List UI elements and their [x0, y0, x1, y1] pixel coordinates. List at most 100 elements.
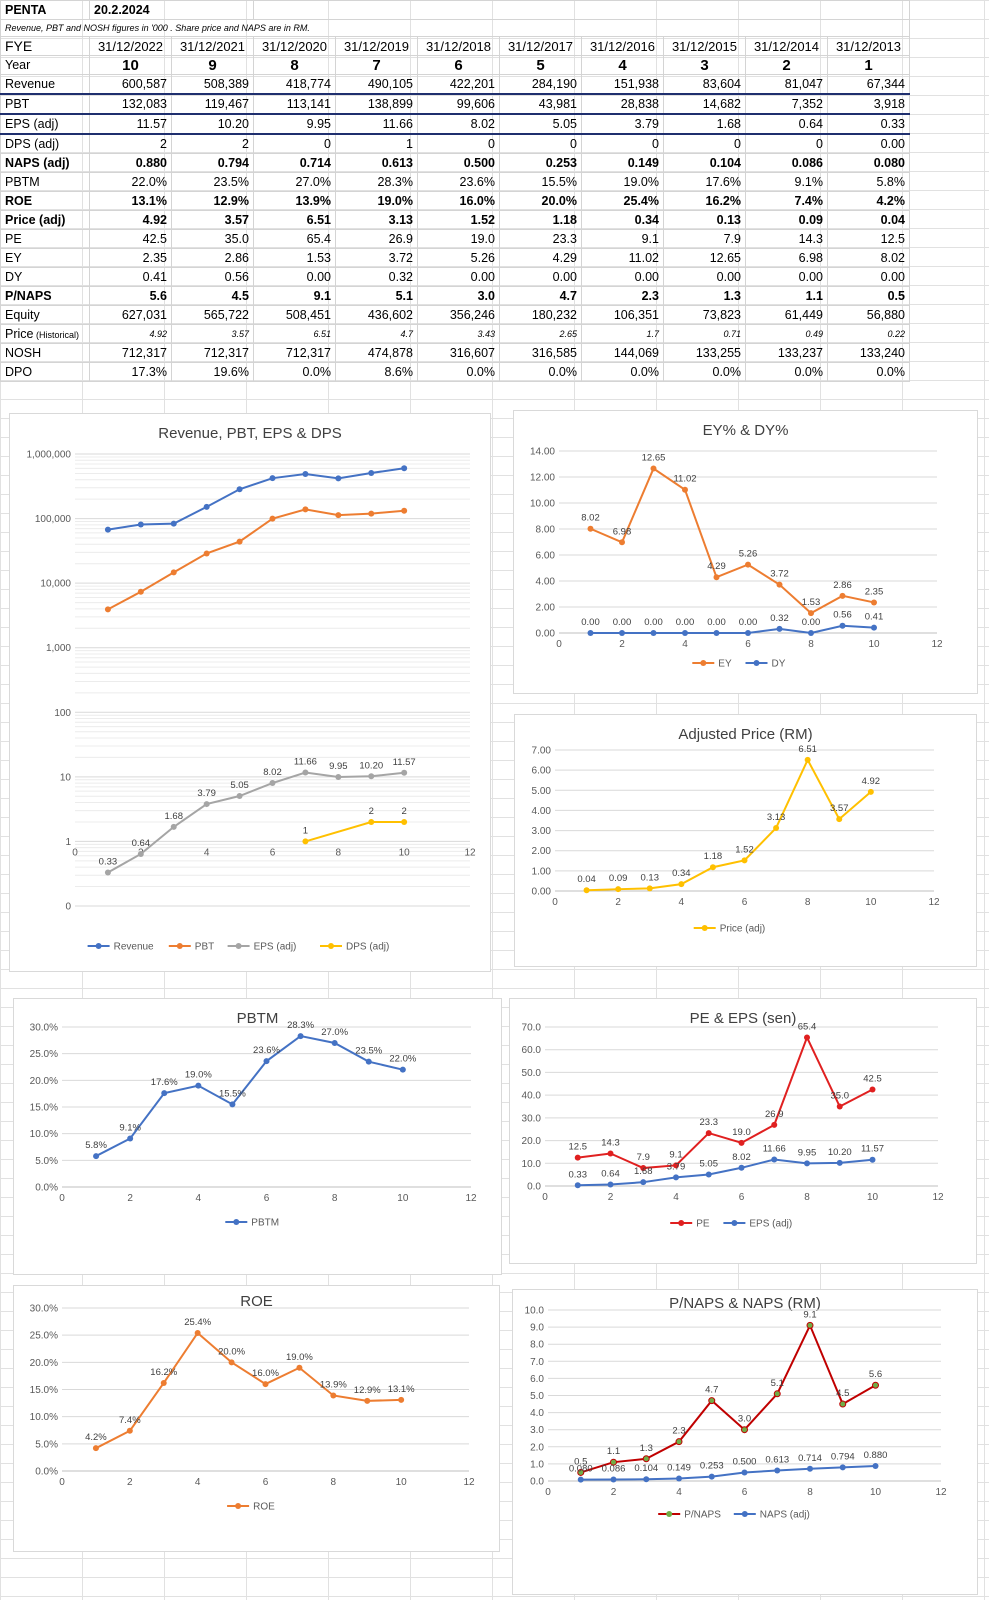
- data-point[interactable]: [705, 1171, 712, 1178]
- table-cell[interactable]: 0.00: [581, 267, 664, 287]
- data-point[interactable]: [194, 1329, 201, 1336]
- data-point[interactable]: [771, 1121, 778, 1128]
- data-point[interactable]: [302, 470, 309, 477]
- data-point[interactable]: [170, 520, 177, 527]
- row-label[interactable]: NOSH: [0, 343, 90, 363]
- data-point[interactable]: [126, 1427, 133, 1434]
- fye-cell[interactable]: 31/12/2020: [253, 36, 336, 56]
- table-cell[interactable]: 0.00: [663, 267, 746, 287]
- fye-label[interactable]: FYE: [0, 36, 90, 56]
- data-point[interactable]: [203, 550, 210, 557]
- data-point[interactable]: [804, 1034, 810, 1041]
- data-point[interactable]: [335, 475, 342, 482]
- legend-label[interactable]: PE: [696, 1219, 710, 1230]
- data-point[interactable]: [776, 625, 783, 632]
- table-cell[interactable]: 627,031: [89, 305, 172, 325]
- chart-pnaps-naps[interactable]: P/NAPS & NAPS (RM) 0.0 1.0 2.0 3.0 4.0 5.0 6.0 7…: [512, 1289, 978, 1595]
- chart-adjusted-price[interactable]: Adjusted Price (RM) 0.00 1.00 2.00 3.00 4.00 5…: [514, 714, 977, 967]
- data-point[interactable]: [587, 630, 594, 636]
- table-cell[interactable]: 418,774: [253, 74, 336, 95]
- legend-label[interactable]: P/NAPS: [684, 1510, 721, 1521]
- data-point[interactable]: [335, 773, 342, 780]
- table-cell[interactable]: 0.71: [663, 324, 746, 344]
- table-cell[interactable]: 7,352: [745, 93, 828, 115]
- fye-cell[interactable]: 31/12/2019: [335, 36, 418, 56]
- data-point[interactable]: [365, 1058, 372, 1065]
- table-cell[interactable]: 2.3: [581, 286, 664, 306]
- table-cell[interactable]: 11.66: [335, 113, 418, 135]
- table-cell[interactable]: 3.57: [171, 210, 254, 230]
- table-cell[interactable]: 11.02: [581, 248, 664, 268]
- data-point[interactable]: [399, 1066, 406, 1073]
- row-label[interactable]: Revenue: [0, 74, 90, 95]
- data-point[interactable]: [705, 1130, 712, 1137]
- data-point[interactable]: [297, 1033, 304, 1040]
- data-point[interactable]: [368, 469, 375, 476]
- table-cell[interactable]: 15.5%: [499, 172, 582, 192]
- data-point[interactable]: [574, 1182, 581, 1189]
- legend-label[interactable]: ROE: [253, 1502, 275, 1513]
- table-cell[interactable]: 2: [171, 133, 254, 154]
- table-cell[interactable]: 3.13: [335, 210, 418, 230]
- table-cell[interactable]: 19.6%: [171, 362, 254, 382]
- table-cell[interactable]: 3.57: [171, 324, 254, 344]
- data-point[interactable]: [640, 1165, 647, 1172]
- data-point[interactable]: [675, 1438, 683, 1446]
- table-cell[interactable]: 138,899: [335, 93, 418, 115]
- table-cell[interactable]: 6.51: [253, 324, 336, 344]
- data-point[interactable]: [236, 793, 243, 800]
- data-point[interactable]: [745, 561, 751, 568]
- table-cell[interactable]: 19.0%: [581, 172, 664, 192]
- data-point[interactable]: [804, 1160, 810, 1167]
- data-point[interactable]: [839, 622, 846, 629]
- data-point[interactable]: [574, 1154, 581, 1161]
- table-cell[interactable]: 9.1: [253, 286, 336, 306]
- table-cell[interactable]: 5.05: [499, 113, 582, 135]
- table-cell[interactable]: 19.0: [417, 229, 500, 249]
- data-point[interactable]: [836, 816, 843, 823]
- table-cell[interactable]: 4.92: [89, 210, 172, 230]
- data-point[interactable]: [808, 630, 814, 636]
- table-cell[interactable]: 132,083: [89, 93, 172, 115]
- data-point[interactable]: [872, 1462, 879, 1469]
- data-point[interactable]: [867, 788, 874, 795]
- data-point[interactable]: [708, 1473, 715, 1480]
- table-cell[interactable]: 5.26: [417, 248, 500, 268]
- fye-cell[interactable]: 31/12/2018: [417, 36, 500, 56]
- data-point[interactable]: [678, 881, 685, 888]
- row-label[interactable]: ROE: [0, 191, 90, 211]
- data-point[interactable]: [619, 630, 625, 636]
- table-cell[interactable]: 0.794: [171, 153, 254, 173]
- data-point[interactable]: [368, 773, 375, 780]
- table-cell[interactable]: 0.34: [581, 210, 664, 230]
- data-point[interactable]: [738, 1164, 745, 1171]
- data-point[interactable]: [269, 780, 276, 787]
- data-point[interactable]: [236, 486, 243, 493]
- table-cell[interactable]: 14,682: [663, 93, 746, 115]
- table-cell[interactable]: 17.6%: [663, 172, 746, 192]
- row-label[interactable]: PBT: [0, 93, 90, 115]
- table-cell[interactable]: 508,451: [253, 305, 336, 325]
- table-cell[interactable]: 7.4%: [745, 191, 828, 211]
- table-cell[interactable]: 13.1%: [89, 191, 172, 211]
- data-point[interactable]: [104, 526, 111, 533]
- data-point[interactable]: [335, 512, 342, 519]
- data-point[interactable]: [269, 475, 276, 482]
- data-point[interactable]: [229, 1101, 236, 1108]
- table-cell[interactable]: 0.0%: [745, 362, 828, 382]
- data-point[interactable]: [642, 1455, 650, 1463]
- table-cell[interactable]: 12.65: [663, 248, 746, 268]
- table-cell[interactable]: 0: [581, 133, 664, 154]
- table-cell[interactable]: 144,069: [581, 343, 664, 363]
- data-point[interactable]: [619, 539, 625, 546]
- table-cell[interactable]: 0.13: [663, 210, 746, 230]
- data-point[interactable]: [401, 465, 408, 472]
- table-cell[interactable]: 1.68: [663, 113, 746, 135]
- table-cell[interactable]: 0: [745, 133, 828, 154]
- table-cell[interactable]: 7.9: [663, 229, 746, 249]
- table-cell[interactable]: 712,317: [253, 343, 336, 363]
- table-cell[interactable]: 22.0%: [89, 172, 172, 192]
- table-cell[interactable]: 2.35: [89, 248, 172, 268]
- data-point[interactable]: [676, 1475, 682, 1482]
- data-point[interactable]: [615, 886, 622, 893]
